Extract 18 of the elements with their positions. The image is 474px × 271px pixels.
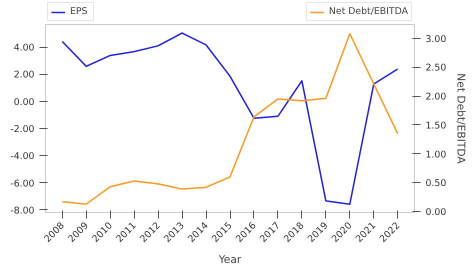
y2-tick-label: 3.00: [426, 34, 446, 45]
y-tick-label: -6.00: [10, 178, 35, 190]
y2-axis-title: Net Debt/EBITDA: [454, 73, 468, 164]
y-tick-label: 0.00: [14, 96, 35, 108]
y-tick-label: 4.00: [14, 42, 35, 54]
y-tick-label: -4.00: [10, 151, 35, 162]
legend-label: EPS: [70, 6, 88, 17]
x-axis-title: Year: [218, 253, 242, 266]
y2-tick-label: 0.00: [426, 207, 446, 218]
y2-tick-label: 0.50: [426, 178, 446, 190]
y2-tick-label: 2.00: [426, 92, 446, 103]
y2-tick-label: 2.50: [426, 62, 446, 74]
y-tick-label: -2.00: [10, 124, 35, 135]
y-tick-label: 2.00: [14, 70, 35, 81]
y2-tick-label: 1.00: [426, 149, 446, 160]
legend-label: Net Debt/EBITDA: [328, 6, 408, 17]
y-tick-label: -8.00: [10, 205, 35, 216]
y2-tick-label: 1.50: [426, 120, 446, 132]
